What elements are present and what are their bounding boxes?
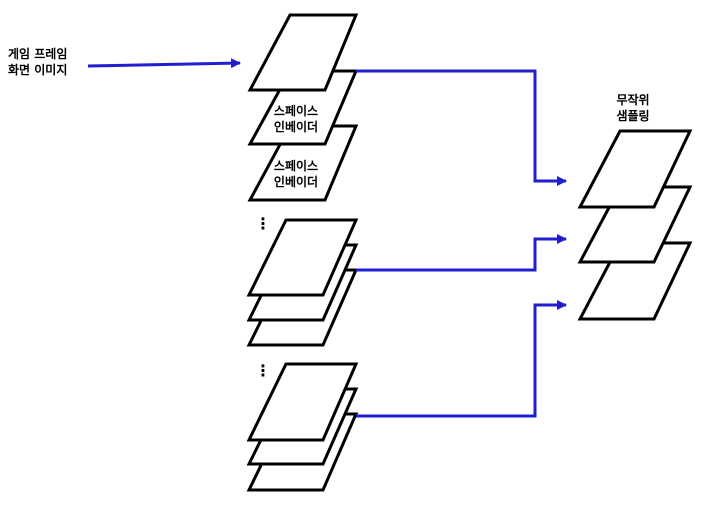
input-arrow [87,58,241,69]
arrow-stack-2-to-sampler [356,234,567,272]
stack-2 [246,218,359,347]
stack-1-frame-3-label-line1: 스페이스 [274,158,318,173]
arrow-stack-3-to-sampler [356,300,567,418]
ellipsis-1: ⋮ [255,214,271,233]
arrow-stack-1-to-sampler [356,69,567,186]
stack-3 [246,362,359,492]
output-label-line2: 샘플링 [616,108,649,123]
stack-1: 스페이스 인베이더 스페이스 인베이더 [247,13,359,202]
stack-1-frame-3-label-line2: 인베이더 [274,174,318,189]
output-frame-1 [577,129,693,209]
stack-1-frame-1 [247,13,359,92]
stack-1-frame-2-label-line2: 인베이더 [274,119,318,134]
stack-1-frame-2-label-line1: 스페이스 [274,103,318,118]
ellipsis-2: ⋮ [255,361,271,380]
output-label-line1: 무작위 [616,92,649,107]
output-frame-2 [577,185,693,264]
stack-3-frame-1 [246,362,359,442]
output-frame-3 [577,241,693,321]
input-label-line1: 게임 프레임 [8,46,67,61]
output-stack [577,129,693,321]
stack-2-frame-1 [246,218,359,297]
input-label-line2: 화면 이미지 [8,62,67,77]
